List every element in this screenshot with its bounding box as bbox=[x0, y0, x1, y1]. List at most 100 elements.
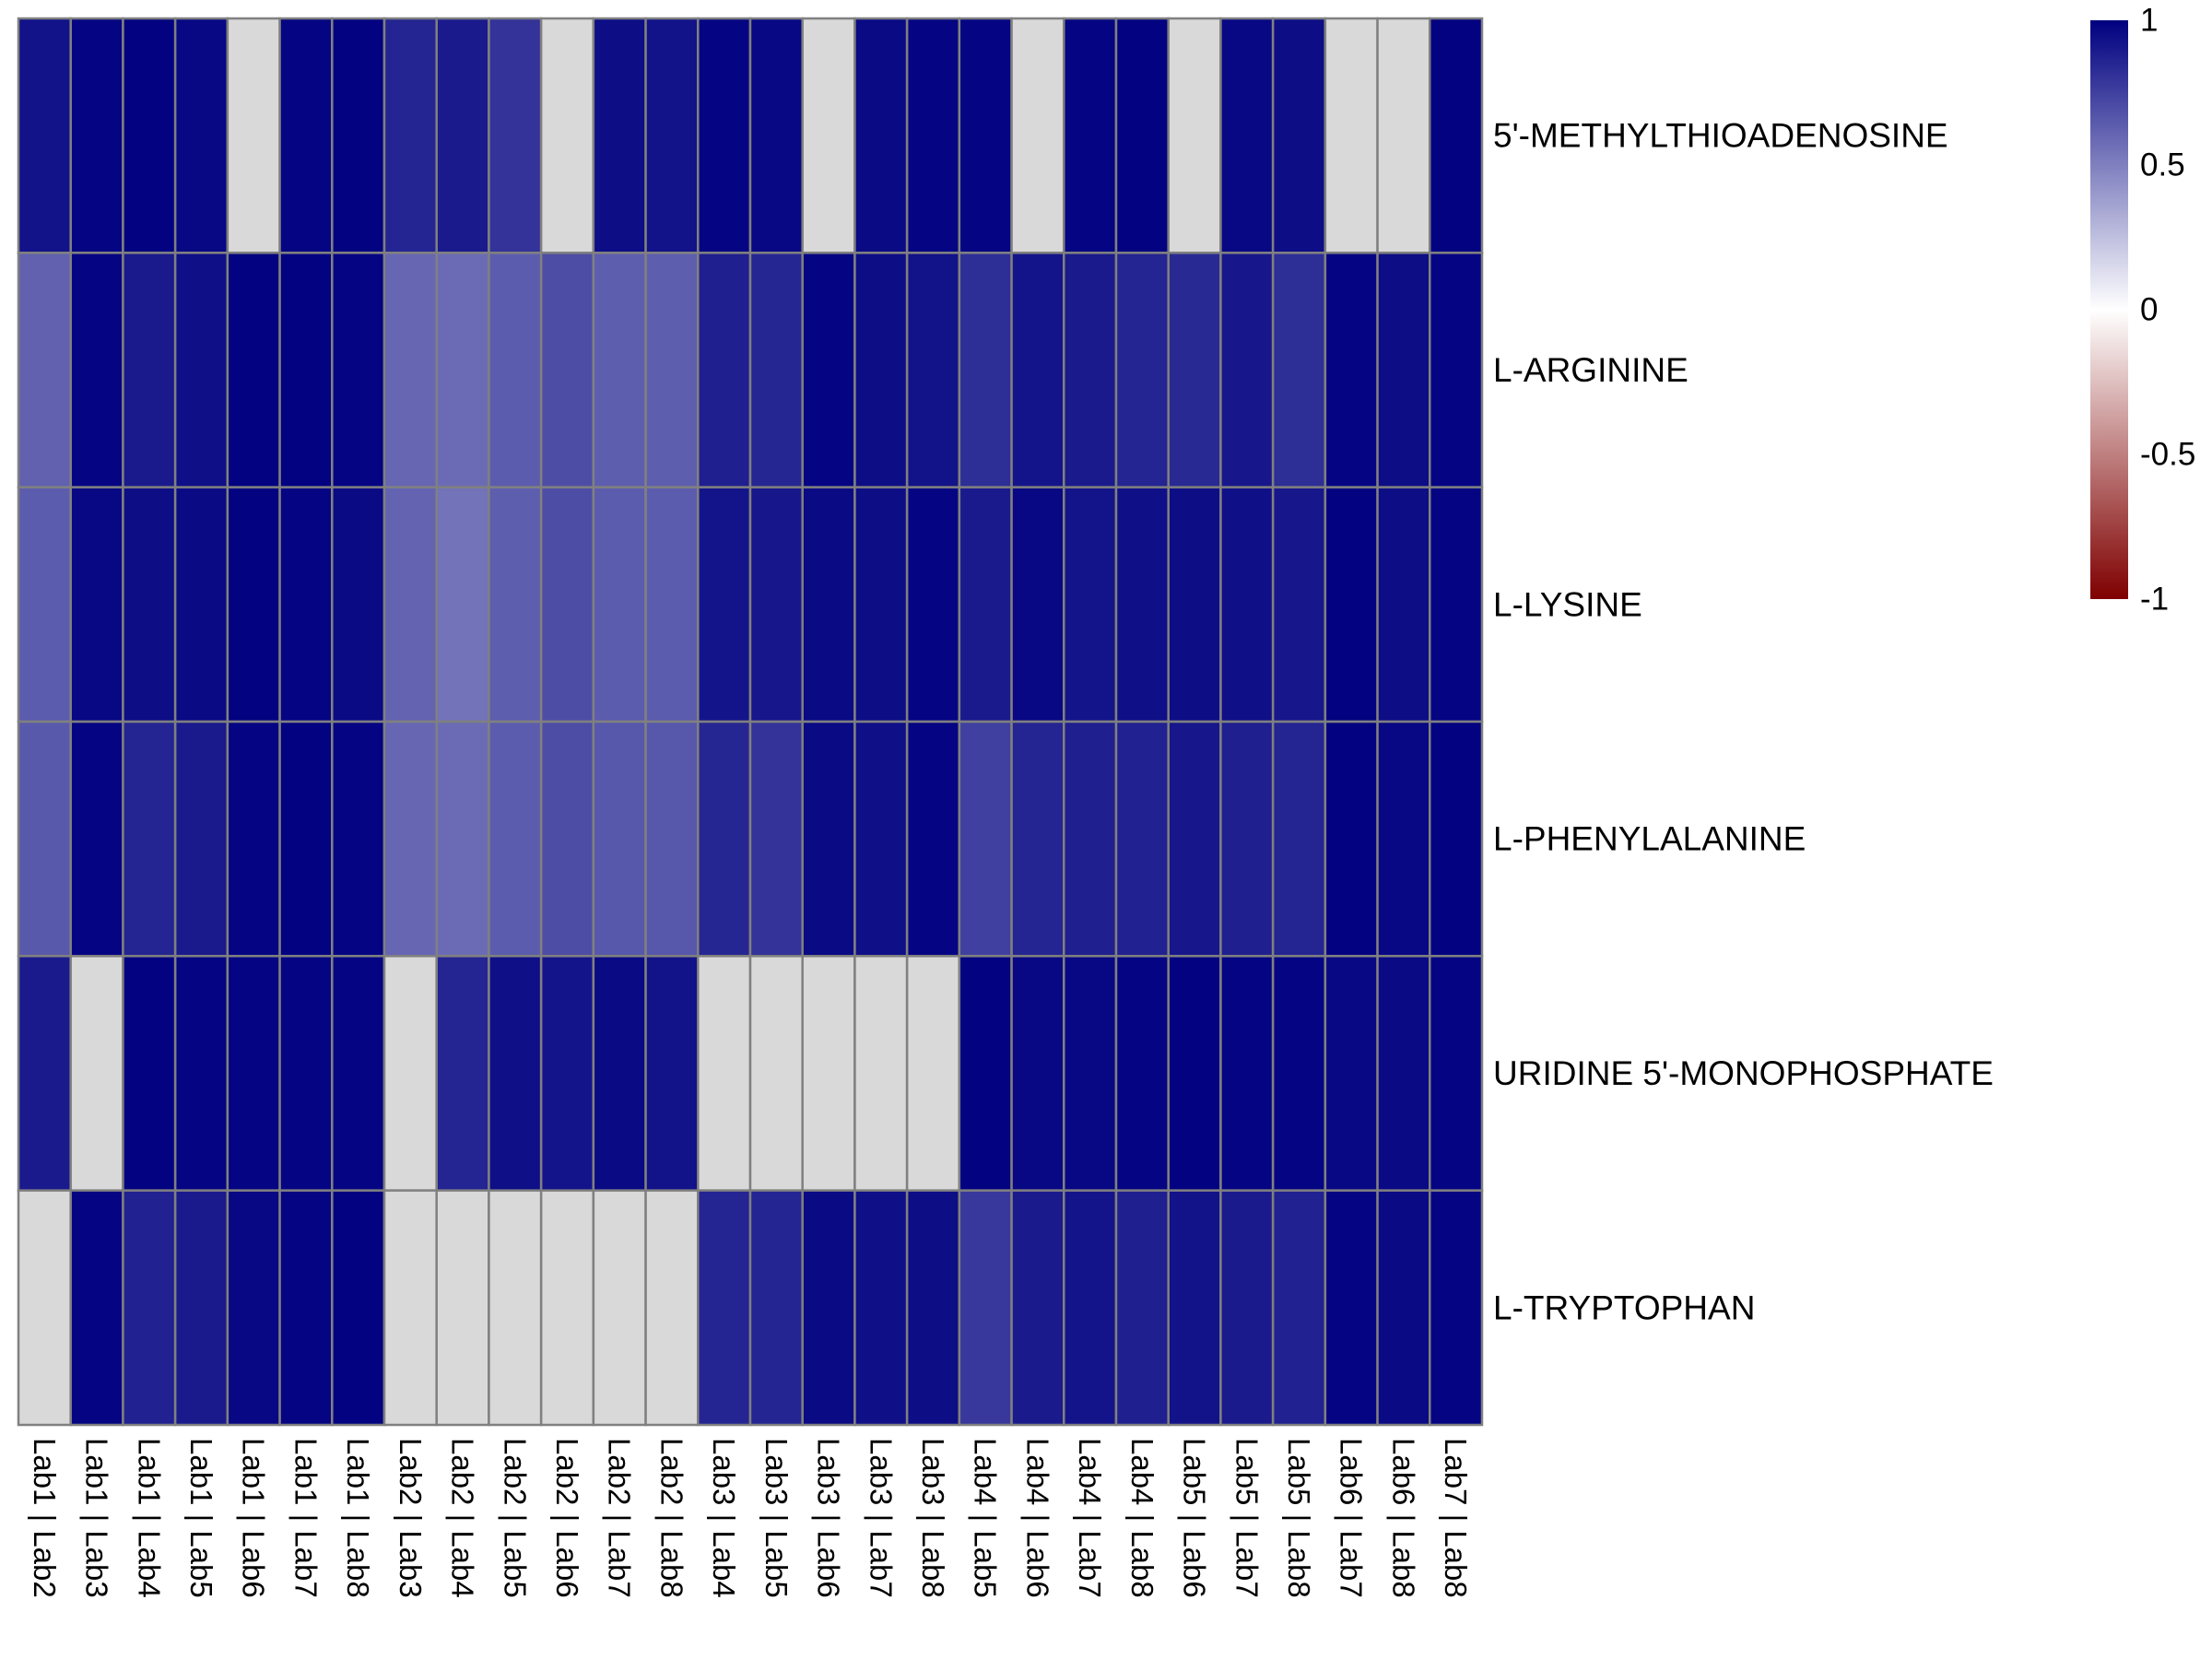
heatmap-cell bbox=[958, 17, 1013, 254]
heatmap-cells bbox=[17, 17, 1484, 1427]
column-label: Lab3 | Lab4 bbox=[707, 1438, 741, 1598]
row-label: L-LYSINE bbox=[1493, 585, 1642, 623]
heatmap-cell bbox=[173, 1189, 229, 1427]
row-label: 5'-METHYLTHIOADENOSINE bbox=[1493, 117, 1948, 155]
column-label: Lab3 | Lab7 bbox=[864, 1438, 898, 1598]
heatmap-cell bbox=[644, 252, 700, 488]
heatmap-cell bbox=[644, 1189, 700, 1427]
legend-tick-label: 0.5 bbox=[2140, 147, 2185, 183]
heatmap-cell bbox=[331, 955, 386, 1192]
column-label: Lab5 | Lab7 bbox=[1230, 1438, 1264, 1598]
heatmap-cell bbox=[1219, 955, 1275, 1192]
heatmap-cell bbox=[17, 252, 72, 488]
column-label: Lab3 | Lab6 bbox=[812, 1438, 846, 1598]
column-label: Lab2 | Lab8 bbox=[654, 1438, 688, 1598]
row-label: L-PHENYLALANINE bbox=[1493, 820, 1806, 858]
color-legend: 1 0.5 0 -0.5 -1 bbox=[2090, 3, 2195, 618]
heatmap-cell bbox=[1271, 955, 1327, 1192]
heatmap-cell bbox=[1010, 486, 1065, 724]
heatmap-cell bbox=[644, 17, 700, 254]
heatmap-cell bbox=[17, 1189, 72, 1427]
column-label: Lab1 | Lab7 bbox=[288, 1438, 323, 1598]
heatmap-cell bbox=[1271, 252, 1327, 488]
heatmap-cell bbox=[1219, 17, 1275, 254]
heatmap-cell bbox=[1063, 17, 1118, 254]
heatmap-cell bbox=[1271, 1189, 1327, 1427]
heatmap-cell bbox=[1324, 720, 1379, 958]
heatmap-cell bbox=[1010, 720, 1065, 958]
heatmap-cell bbox=[1063, 1189, 1118, 1427]
heatmap-cell bbox=[748, 720, 804, 958]
heatmap-cell bbox=[801, 486, 856, 724]
heatmap-cell bbox=[539, 252, 595, 488]
heatmap-cell bbox=[539, 955, 595, 1192]
heatmap-cell bbox=[1376, 17, 1431, 254]
legend-tick-label: 1 bbox=[2140, 3, 2158, 39]
heatmap-cell bbox=[278, 955, 334, 1192]
heatmap-cell bbox=[592, 252, 647, 488]
heatmap-cell bbox=[278, 486, 334, 724]
heatmap-cell bbox=[1376, 252, 1431, 488]
heatmap-cell bbox=[748, 1189, 804, 1427]
heatmap-cell bbox=[331, 486, 386, 724]
heatmap-cell bbox=[1010, 955, 1065, 1192]
heatmap-cell bbox=[435, 1189, 490, 1427]
heatmap-cell bbox=[905, 17, 961, 254]
heatmap-cell bbox=[69, 1189, 124, 1427]
heatmap-cell bbox=[905, 1189, 961, 1427]
column-label: Lab1 | Lab2 bbox=[28, 1438, 62, 1598]
heatmap-cell bbox=[382, 1189, 438, 1427]
heatmap-cell bbox=[853, 1189, 909, 1427]
heatmap-cell bbox=[1114, 486, 1170, 724]
heatmap-cell bbox=[1167, 486, 1222, 724]
heatmap-cell bbox=[173, 17, 229, 254]
heatmap-cell bbox=[697, 720, 752, 958]
heatmap-cell bbox=[1063, 252, 1118, 488]
heatmap-cell bbox=[226, 252, 281, 488]
heatmap-cell bbox=[382, 955, 438, 1192]
legend-tick-label: -0.5 bbox=[2140, 437, 2195, 473]
heatmap-cell bbox=[488, 486, 543, 724]
heatmap-cell bbox=[1219, 252, 1275, 488]
heatmap-cell bbox=[226, 1189, 281, 1427]
heatmap-cell bbox=[17, 486, 72, 724]
heatmap-cell bbox=[958, 252, 1013, 488]
heatmap-cell bbox=[488, 720, 543, 958]
heatmap-cell bbox=[69, 486, 124, 724]
heatmap-cell bbox=[278, 720, 334, 958]
row-label: L-TRYPTOPHAN bbox=[1493, 1288, 1755, 1326]
heatmap-cell bbox=[488, 252, 543, 488]
heatmap-cell bbox=[1271, 486, 1327, 724]
heatmap-cell bbox=[435, 486, 490, 724]
heatmap-cell bbox=[122, 17, 177, 254]
heatmap-cell bbox=[488, 17, 543, 254]
heatmap-cell bbox=[697, 1189, 752, 1427]
heatmap-cell bbox=[1167, 1189, 1222, 1427]
heatmap-cell bbox=[1429, 1189, 1484, 1427]
column-label: Lab5 | Lab6 bbox=[1178, 1438, 1212, 1598]
heatmap-cell bbox=[69, 252, 124, 488]
heatmap-cell bbox=[278, 1189, 334, 1427]
heatmap-cell bbox=[539, 486, 595, 724]
column-label: Lab1 | Lab6 bbox=[237, 1438, 271, 1598]
legend-tick-label: -1 bbox=[2140, 582, 2169, 618]
heatmap-cell bbox=[1324, 955, 1379, 1192]
column-label: Lab2 | Lab3 bbox=[394, 1438, 428, 1598]
heatmap-cell bbox=[1219, 720, 1275, 958]
heatmap-cell bbox=[748, 955, 804, 1192]
heatmap-cell bbox=[17, 955, 72, 1192]
column-label: Lab4 | Lab8 bbox=[1125, 1438, 1159, 1598]
heatmap-cell bbox=[278, 17, 334, 254]
heatmap-cell bbox=[1429, 955, 1484, 1192]
heatmap-cell bbox=[958, 955, 1013, 1192]
heatmap-cell bbox=[1429, 17, 1484, 254]
heatmap-cell bbox=[853, 17, 909, 254]
column-label: Lab1 | Lab5 bbox=[184, 1438, 218, 1598]
heatmap-cell bbox=[853, 486, 909, 724]
row-labels: 5'-METHYLTHIOADENOSINE L-ARGININE L-LYSINE… bbox=[1493, 117, 1994, 1327]
column-label: Lab5 | Lab8 bbox=[1282, 1438, 1316, 1598]
heatmap-cell bbox=[644, 486, 700, 724]
heatmap-cell bbox=[226, 955, 281, 1192]
column-label: Lab1 | Lab3 bbox=[80, 1438, 114, 1598]
